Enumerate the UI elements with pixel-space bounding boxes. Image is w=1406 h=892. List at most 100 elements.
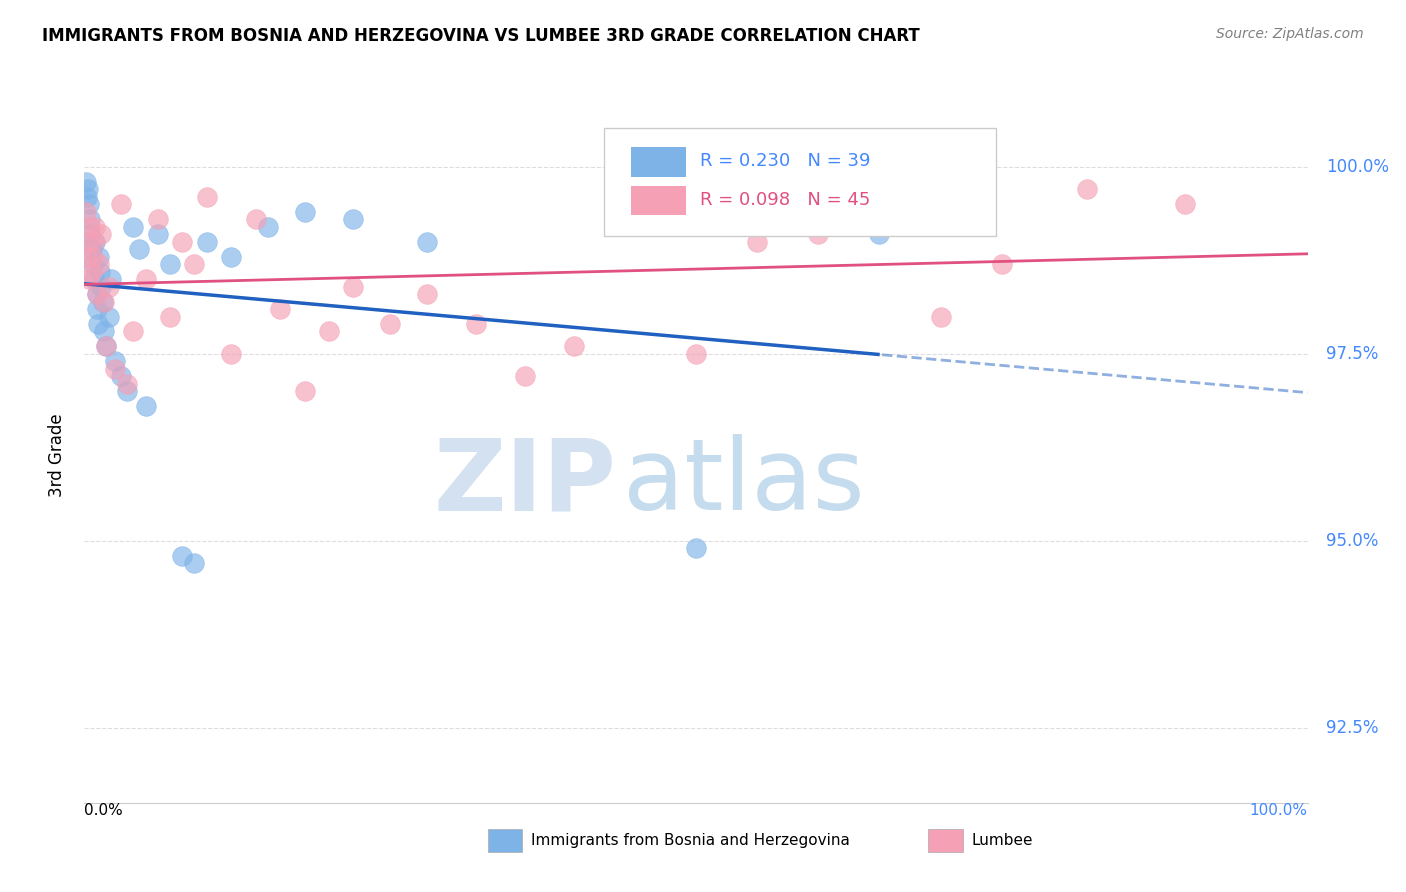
Point (75, 204, 97, 219)
Point (929, 310, 952, 324)
Y-axis label: 3rd Grade: 3rd Grade (48, 413, 66, 497)
Point (79, 219, 101, 234)
Point (83, 272, 105, 286)
Text: Source: ZipAtlas.com: Source: ZipAtlas.com (1216, 27, 1364, 41)
Point (146, 227, 169, 242)
Text: 95.0%: 95.0% (1326, 532, 1378, 550)
Text: ZIP: ZIP (433, 434, 616, 532)
Point (80, 265, 103, 279)
Point (135, 399, 157, 413)
Point (122, 219, 145, 234)
Point (128, 242, 150, 256)
Point (77, 235, 100, 249)
Point (380, 317, 402, 331)
Point (135, 272, 157, 286)
Point (77, 272, 100, 286)
Text: 97.5%: 97.5% (1326, 345, 1378, 363)
Point (86, 287, 108, 301)
Point (96, 339, 118, 353)
Point (1174, 197, 1197, 211)
Point (86, 301, 108, 316)
Point (93, 325, 115, 339)
Point (87, 317, 110, 331)
Point (159, 257, 181, 271)
Point (75, 175, 97, 189)
FancyBboxPatch shape (631, 186, 686, 215)
Point (195, 190, 218, 204)
Point (1076, 182, 1098, 196)
FancyBboxPatch shape (605, 128, 995, 235)
Point (219, 347, 242, 361)
Point (685, 541, 707, 556)
Text: IMMIGRANTS FROM BOSNIA AND HERZEGOVINA VS LUMBEE 3RD GRADE CORRELATION CHART: IMMIGRANTS FROM BOSNIA AND HERZEGOVINA V… (42, 27, 920, 45)
Point (513, 369, 536, 384)
Point (96, 339, 118, 353)
Point (624, 204, 647, 219)
Point (77, 197, 100, 211)
Text: atlas: atlas (623, 434, 865, 532)
FancyBboxPatch shape (928, 830, 963, 852)
Point (77, 182, 100, 196)
Point (219, 250, 242, 264)
Point (104, 354, 127, 368)
Point (104, 362, 127, 376)
Text: Lumbee: Lumbee (972, 833, 1032, 848)
Point (416, 235, 439, 249)
Point (869, 190, 891, 204)
Point (87, 257, 110, 271)
Point (807, 227, 830, 242)
Text: Immigrants from Bosnia and Herzegovina: Immigrants from Bosnia and Herzegovina (531, 833, 849, 848)
Point (83, 235, 105, 249)
Point (869, 227, 891, 242)
Point (80, 242, 103, 256)
Point (115, 376, 138, 391)
Point (91, 294, 114, 309)
Point (342, 212, 364, 227)
Text: R = 0.230   N = 39: R = 0.230 N = 39 (700, 153, 870, 170)
FancyBboxPatch shape (488, 830, 522, 852)
Point (991, 257, 1014, 271)
Point (172, 235, 194, 249)
Point (146, 212, 169, 227)
Text: 92.5%: 92.5% (1326, 719, 1378, 737)
FancyBboxPatch shape (631, 147, 686, 177)
Point (318, 325, 340, 339)
Point (183, 557, 205, 571)
Point (122, 325, 145, 339)
Text: 100.0%: 100.0% (1326, 158, 1389, 176)
Point (93, 294, 115, 309)
Point (79, 227, 101, 242)
Point (159, 310, 181, 324)
Point (87, 250, 110, 264)
Point (84, 235, 107, 249)
Text: R = 0.098   N = 45: R = 0.098 N = 45 (700, 191, 870, 209)
Point (257, 219, 280, 234)
Point (110, 369, 132, 384)
Point (82, 250, 104, 264)
Point (82, 257, 104, 271)
Point (245, 212, 267, 227)
Point (269, 301, 291, 316)
Text: 0.0%: 0.0% (84, 803, 124, 818)
Point (100, 272, 122, 286)
Point (183, 257, 205, 271)
Point (79, 212, 101, 227)
Point (464, 317, 486, 331)
Point (110, 197, 132, 211)
Point (562, 339, 585, 353)
Point (90, 279, 112, 293)
Point (76, 250, 98, 264)
Point (195, 235, 218, 249)
Point (84, 219, 107, 234)
Point (172, 549, 194, 563)
Point (97, 279, 120, 293)
Point (89, 265, 111, 279)
Point (294, 204, 316, 219)
Point (294, 384, 316, 399)
Point (97, 310, 120, 324)
Point (342, 279, 364, 293)
Point (416, 287, 439, 301)
Point (747, 235, 769, 249)
Point (86, 287, 108, 301)
Text: 100.0%: 100.0% (1250, 803, 1308, 818)
